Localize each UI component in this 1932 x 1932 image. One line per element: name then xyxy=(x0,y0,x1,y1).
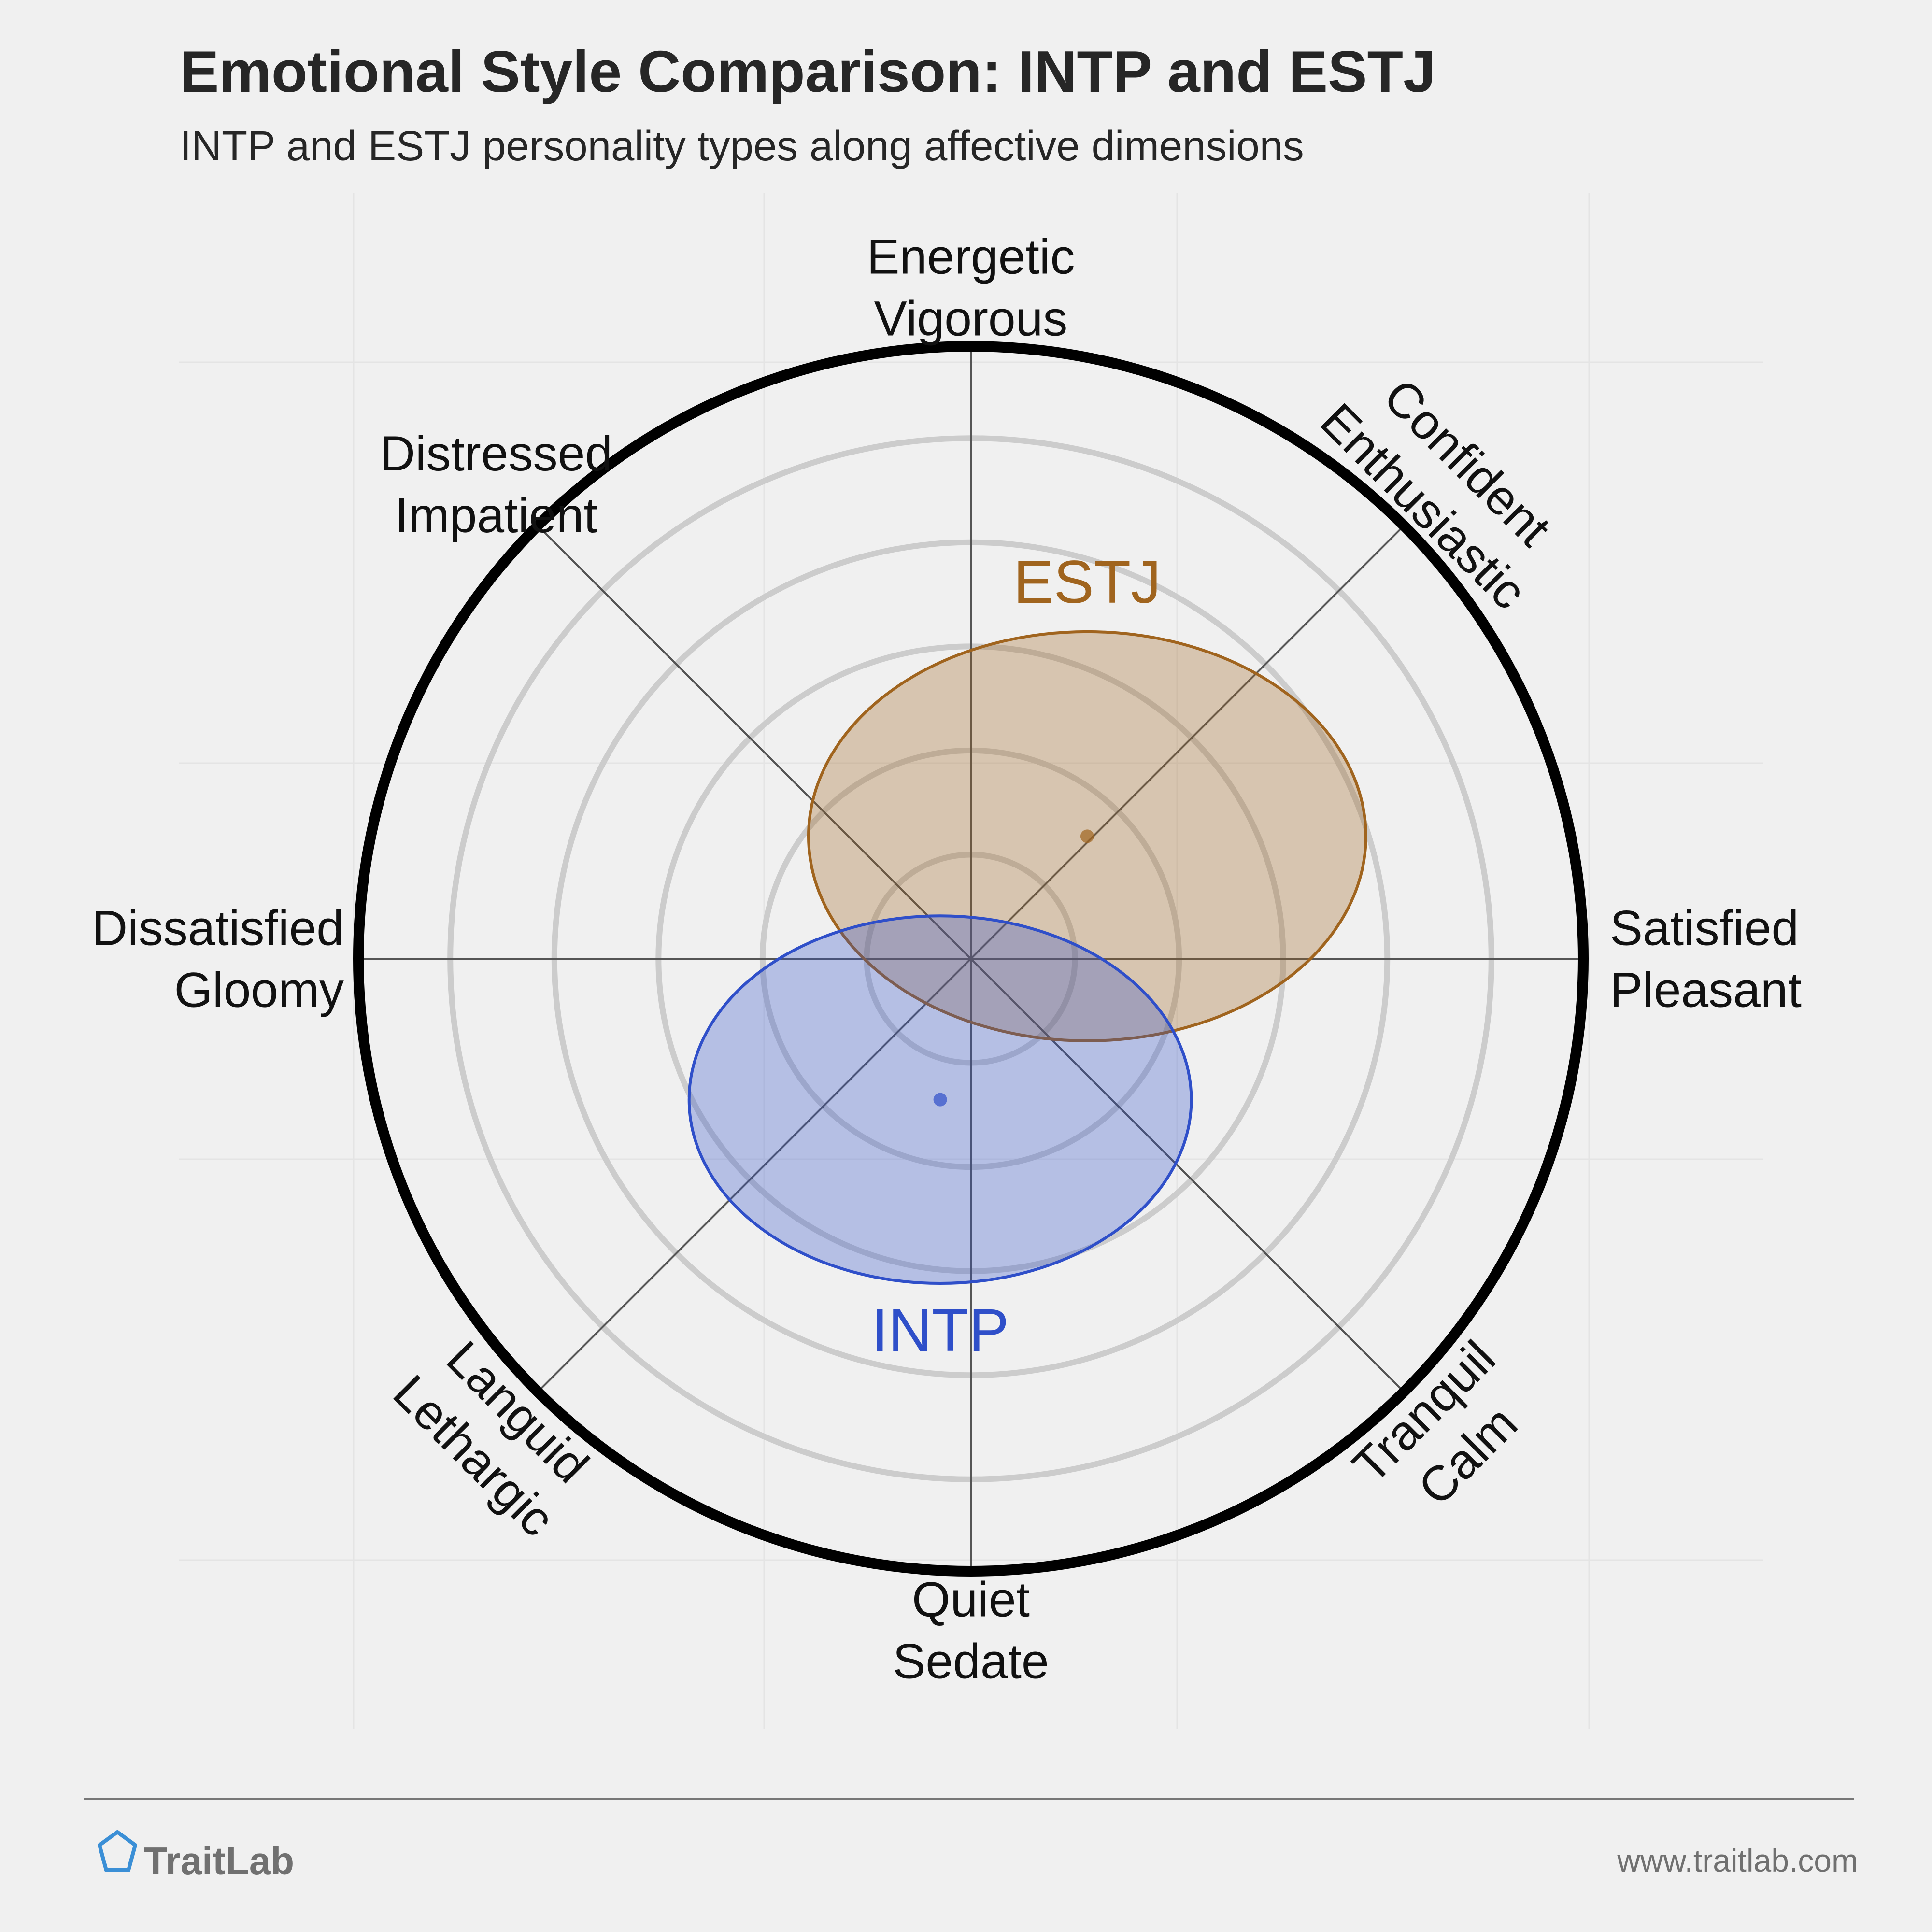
axis-label-line: Pleasant xyxy=(1610,963,1802,1018)
axis-label-line: Satisfied xyxy=(1610,901,1799,956)
axis-label: Dissatisfied Gloomy xyxy=(92,901,344,1018)
axis-label-line: Sedate xyxy=(893,1634,1049,1689)
axis-label-line: Quiet xyxy=(912,1572,1030,1627)
chart-title: Emotional Style Comparison: INTP and EST… xyxy=(180,39,1436,104)
axis-label-line: Dissatisfied xyxy=(92,901,344,956)
spoke xyxy=(537,525,1405,1393)
brand-logo xyxy=(98,1830,137,1872)
axis-label: Distressed Impatient xyxy=(380,426,612,543)
type-label: ESTJ xyxy=(1013,549,1161,616)
axis-label: Energetic Vigorous xyxy=(867,229,1075,346)
axis-label-line: Distressed xyxy=(380,426,612,481)
axis-label: Quiet Sedate xyxy=(893,1572,1049,1689)
axis-label-line: Vigorous xyxy=(874,291,1068,346)
axis-label-line: Gloomy xyxy=(174,963,344,1018)
outer-ring xyxy=(353,341,1589,1577)
axis-label-line: Impatient xyxy=(395,488,597,543)
axis-label-line: Energetic xyxy=(867,229,1075,284)
footer-url: www.traitlab.com xyxy=(1617,1843,1858,1878)
type-label: INTP xyxy=(871,1297,1009,1364)
plot-area: EnergeticVigorousConfidentEnthusiasticSa… xyxy=(92,229,1801,1689)
brand-name: TraitLab xyxy=(144,1839,294,1882)
axis-label: Satisfied Pleasant xyxy=(1610,901,1802,1018)
type-center xyxy=(1080,829,1094,843)
type-center xyxy=(933,1093,947,1107)
chart-subtitle: INTP and ESTJ personality types along af… xyxy=(180,123,1304,170)
